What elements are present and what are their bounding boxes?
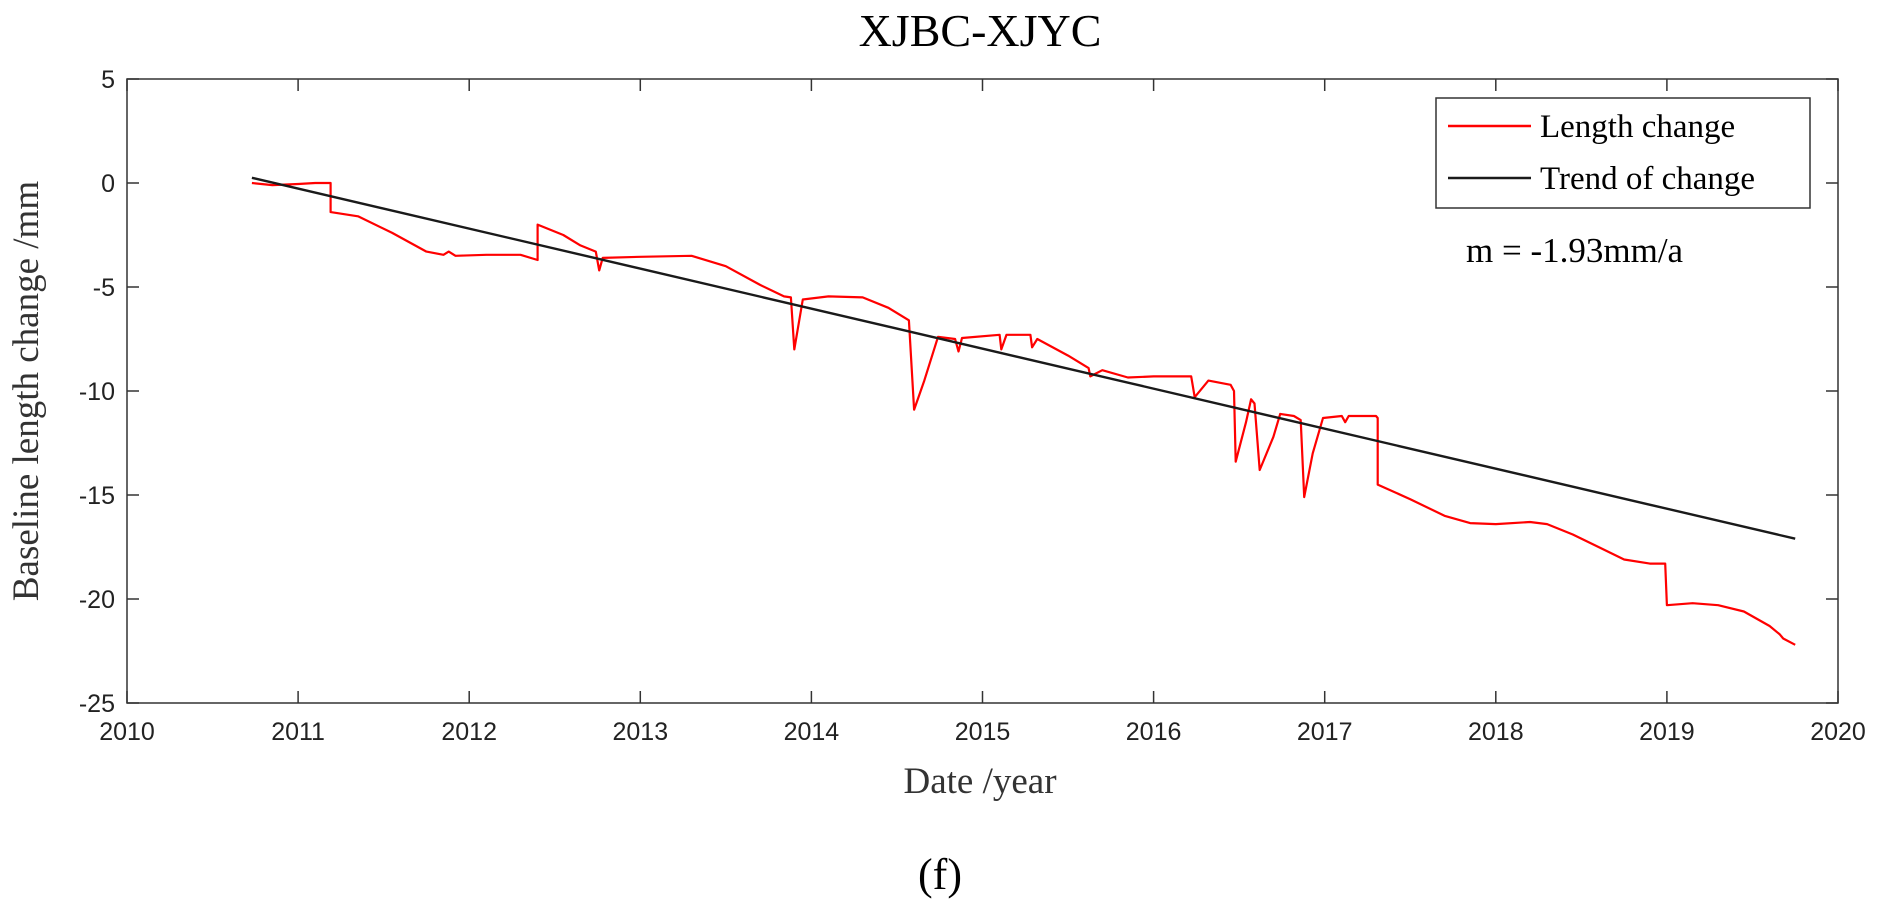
x-tick-label: 2016 xyxy=(1126,718,1182,746)
x-tick-label: 2014 xyxy=(784,718,840,746)
series-layer xyxy=(251,176,1796,646)
x-axis-label: Date /year xyxy=(903,761,1056,802)
x-tick-label: 2010 xyxy=(99,718,155,746)
chart-title: XJBC-XJYC xyxy=(859,5,1102,56)
y-tick-label: 0 xyxy=(101,170,115,198)
legend-label: Trend of change xyxy=(1540,161,1755,197)
y-tick-label: -10 xyxy=(79,378,115,406)
y-tick-label: 5 xyxy=(101,66,115,94)
legend-box xyxy=(1435,97,1811,209)
x-tick-label: 2015 xyxy=(955,718,1011,746)
axis-ticks: 2010 2011 2012 2013 2014 2015 2016 2017 2018 2019… xyxy=(79,66,1866,746)
x-tick-label: 2017 xyxy=(1297,718,1353,746)
y-axis-label: Baseline length change /mm xyxy=(6,181,47,601)
slope-annotation: m = -1.93mm/a xyxy=(1466,231,1684,270)
y-tick-label: -25 xyxy=(79,690,115,718)
legend-label: Length change xyxy=(1540,109,1735,145)
x-tick-label: 2020 xyxy=(1810,718,1866,746)
series-line-0 xyxy=(251,181,1796,646)
x-tick-label: 2019 xyxy=(1639,718,1695,746)
y-tick-label: -20 xyxy=(79,586,115,614)
x-tick-label: 2012 xyxy=(441,718,497,746)
x-tick-label: 2011 xyxy=(271,718,325,746)
legend: Length change Trend of change xyxy=(1435,97,1811,209)
y-tick-label: -5 xyxy=(93,274,115,302)
x-tick-label: 2018 xyxy=(1468,718,1524,746)
x-tick-label: 2013 xyxy=(612,718,668,746)
series-line-1 xyxy=(251,176,1796,540)
figure-caption: (f) xyxy=(918,850,962,899)
y-axis-label-group: Baseline length change /mm xyxy=(6,181,47,601)
y-tick-label: -15 xyxy=(79,482,115,510)
